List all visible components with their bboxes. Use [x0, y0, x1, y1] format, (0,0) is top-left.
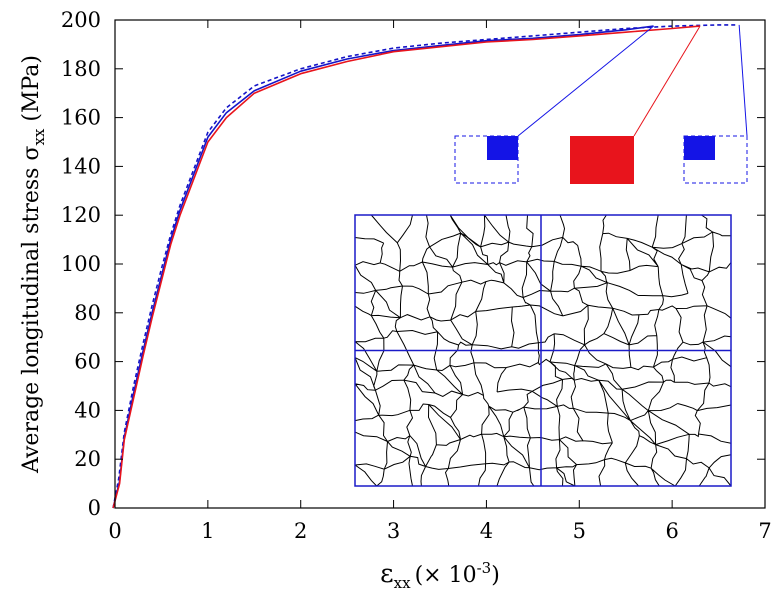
x-axis-title-close: ): [491, 563, 500, 588]
leader-line-right: [738, 24, 748, 137]
series-lines: [112, 24, 738, 509]
y-tick-label: 0: [88, 496, 101, 520]
y-tick-label: 100: [61, 252, 101, 276]
y-ticks: 0 20 40 60 80 100 120 140 160 180 200: [61, 8, 765, 520]
leader-line-left: [517, 25, 654, 137]
y-axis-title: Average longitudinal stress σxx (MPa): [19, 55, 48, 474]
y-tick-label: 80: [74, 301, 101, 325]
x-tick-label: 4: [480, 519, 493, 543]
x-tick-label: 3: [387, 519, 400, 543]
y-tick-label: 20: [74, 447, 101, 471]
x-axis-title-exponent: -3: [477, 559, 492, 577]
zoom-window-right-fill: [684, 136, 715, 160]
series-line-3: [112, 24, 738, 509]
zoom-window-left-fill: [487, 136, 518, 160]
grain-boundaries: [354, 214, 732, 487]
y-tick-label: 40: [74, 398, 101, 422]
x-axis-title-subscript: xx: [394, 574, 411, 592]
y-tick-label: 60: [74, 350, 101, 374]
y-tick-label: 120: [61, 203, 101, 227]
x-tick-label: 5: [573, 519, 586, 543]
y-axis-title-unit: (MPa): [19, 55, 44, 129]
x-axis-title: εxx (× 10-3): [380, 559, 500, 592]
y-axis-title-subscript: xx: [30, 128, 48, 145]
y-tick-label: 200: [61, 8, 101, 32]
series-line-2: [112, 25, 654, 509]
y-tick-label: 160: [61, 106, 101, 130]
microstructure-inset: [354, 214, 732, 487]
leader-line-middle: [633, 25, 701, 137]
y-axis-title-prefix: Average longitudinal stress σ: [19, 146, 44, 474]
x-tick-label: 2: [294, 519, 307, 543]
x-tick-label: 0: [108, 519, 121, 543]
x-axis-title-scale: (× 10: [415, 563, 477, 588]
x-tick-label: 6: [665, 519, 678, 543]
x-axis-title-symbol: ε: [380, 559, 393, 589]
x-ticks: 0 1 2 3 4 5 6 7: [108, 20, 772, 543]
y-tick-label: 140: [61, 154, 101, 178]
series-line-1: [112, 25, 701, 509]
x-tick-label: 1: [201, 519, 214, 543]
zoom-window-middle: [570, 136, 634, 184]
x-tick-label: 7: [758, 519, 771, 543]
y-tick-label: 180: [61, 57, 101, 81]
zoom-windows: [454, 24, 748, 184]
